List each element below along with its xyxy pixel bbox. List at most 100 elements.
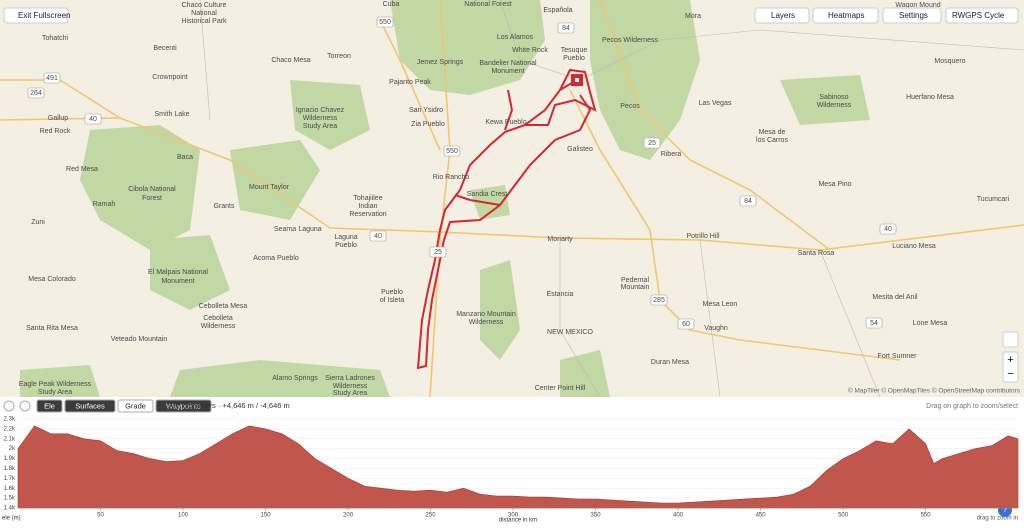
start-marker-inner — [575, 78, 579, 82]
map-label: National Forest — [464, 1, 512, 8]
map-3d-button[interactable] — [1002, 331, 1019, 348]
map-label: Pedernal — [621, 277, 649, 284]
road-shield-label: 25 — [648, 140, 656, 147]
x-tick-label: 550 — [921, 513, 932, 519]
map-label: Bandelier National — [479, 60, 537, 67]
profile-tab-label: Waypoints — [166, 401, 201, 410]
map-label: Ramah — [93, 201, 116, 208]
road-shield — [369, 230, 387, 242]
y-tick-label: 1.7k — [4, 476, 16, 482]
map-label: Las Vegas — [699, 100, 732, 107]
layers-label: Layers — [771, 11, 795, 20]
map-label: Monument — [161, 278, 194, 285]
x-tick-label: 250 — [426, 513, 437, 519]
route — [416, 68, 597, 370]
road-shield-label: 264 — [30, 90, 42, 97]
settings-button[interactable] — [882, 7, 942, 24]
map-label: Gallup — [48, 115, 68, 122]
x-tick-label: 450 — [756, 513, 767, 519]
map-label: Laguna — [334, 234, 357, 241]
y-tick-label: 1.4k — [4, 506, 16, 512]
road-shield — [429, 246, 447, 258]
x-tick-label: 300 — [508, 513, 519, 519]
map-label: Kewa Pueblo — [485, 119, 526, 126]
road-shield-label: 60 — [682, 321, 690, 328]
map-label: los Carros — [756, 137, 788, 144]
zoom-out[interactable]: − — [1007, 368, 1013, 380]
map-label: NEW MEXICO — [547, 329, 593, 336]
basemap-button[interactable] — [945, 7, 1019, 24]
x-tick-label: 50 — [97, 513, 104, 519]
map-label: Becenti — [153, 45, 177, 52]
map-label: Cibola National — [128, 186, 176, 193]
map-label: Mesa de — [759, 129, 786, 136]
y-axis-title: ele (m) — [2, 516, 21, 522]
map-label: Wagon Mound — [895, 2, 940, 9]
road-shield — [84, 113, 102, 125]
x-tick-label: 200 — [343, 513, 354, 519]
map-label: Fort Sumner — [878, 353, 918, 360]
map-label: Santa Rita Mesa — [26, 325, 78, 332]
y-tick-label: 1.9k — [4, 456, 16, 462]
road-shield — [865, 317, 883, 329]
road-shield-label: 40 — [374, 233, 382, 240]
map-label: Mesita del Anil — [872, 294, 918, 301]
map-label: Mountain — [621, 284, 650, 291]
road-shield — [443, 145, 461, 157]
map-label: Lone Mesa — [913, 320, 948, 327]
exit-fullscreen-button[interactable] — [3, 7, 69, 24]
map-label: El Malpais National — [148, 269, 208, 276]
map-label: Pecos — [620, 103, 640, 110]
map-label: Jemez Springs — [417, 59, 464, 66]
road-shield-label: 550 — [379, 19, 391, 26]
road-shield-label: 40 — [89, 116, 97, 123]
road-shield — [879, 223, 897, 235]
profile-tab[interactable] — [64, 399, 116, 413]
map-label: Red Mesa — [66, 166, 98, 173]
expand-button[interactable] — [19, 400, 31, 412]
map-label: Chaco Culture — [182, 2, 227, 9]
map-label: Laguna — [298, 226, 321, 233]
road-shield-label: 84 — [744, 198, 752, 205]
forest-areas — [20, 0, 870, 397]
map-label: Zuni — [31, 219, 45, 226]
road-shield-label: 54 — [870, 320, 878, 327]
exit-fullscreen-label: Exit Fullscreen — [18, 11, 70, 20]
map-label: Española — [543, 7, 572, 14]
collapse-button[interactable] — [3, 400, 15, 412]
map-label: Pueblo — [381, 289, 403, 296]
map-label: Zia Pueblo — [411, 121, 445, 128]
map-label: Alamo Springs — [272, 375, 318, 382]
map-label: Galisteo — [567, 146, 593, 153]
road-shield — [650, 294, 668, 306]
help-icon: ? — [1003, 505, 1008, 514]
route-summary: 606 kilometers · +4,646 m / -4,646 m — [167, 401, 290, 410]
map-label: Moriarty — [547, 236, 573, 243]
map-label: Tesuque — [561, 47, 588, 54]
elevation-area[interactable] — [17, 425, 1019, 509]
heatmaps-button[interactable] — [812, 7, 879, 24]
profile-tab-label: Ele — [44, 401, 55, 410]
map-label: Mesa Pino — [818, 181, 851, 188]
road-shield — [557, 22, 575, 34]
road-shield-label: 40 — [884, 226, 892, 233]
road-shield-label: 550 — [446, 148, 458, 155]
map-label: Mosquero — [934, 58, 965, 65]
profile-tab[interactable] — [36, 399, 63, 413]
map-label: Sierra Ladrones — [325, 375, 375, 382]
road-shield — [739, 195, 757, 207]
map-label: Veteado Mountain — [111, 336, 168, 343]
profile-tab[interactable] — [117, 399, 154, 413]
map-label: Sandia Crest — [467, 191, 508, 198]
road-shield — [643, 137, 661, 149]
y-tick-label: 1.6k — [4, 486, 16, 492]
x-tick-label: 350 — [591, 513, 602, 519]
profile-tab[interactable] — [155, 399, 212, 413]
road-shield — [677, 318, 695, 330]
road-shield-label: 25 — [434, 249, 442, 256]
road-shield-label: 84 — [562, 25, 570, 32]
map-label: Forest — [142, 195, 162, 202]
map-label: Los Alamos — [497, 34, 534, 41]
layers-button[interactable] — [754, 7, 810, 24]
zoom-in[interactable]: + — [1007, 354, 1013, 366]
